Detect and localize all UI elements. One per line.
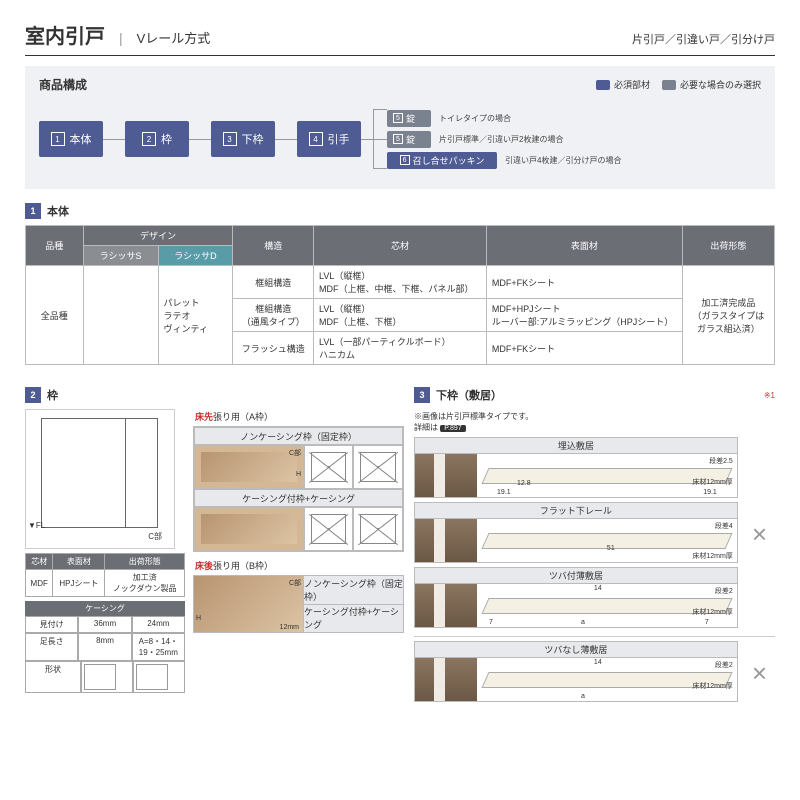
branch-note-1: トイレタイプの場合 bbox=[439, 113, 511, 124]
section-3-note: ※画像は片引戸標準タイプです。 詳細は P.897 bbox=[414, 411, 775, 433]
section-1-header: 1 本体 bbox=[25, 203, 775, 219]
composition-title: 商品構成 bbox=[39, 76, 87, 93]
cross-icon: × bbox=[744, 519, 775, 550]
rail-photo bbox=[415, 519, 477, 562]
page-ref-badge: P.897 bbox=[440, 425, 465, 432]
section-2: 2 枠 ▼FL C部 芯材 表面材 出荷形態 bbox=[25, 377, 404, 706]
rail-photo bbox=[415, 658, 477, 701]
rail-photo bbox=[415, 454, 477, 497]
rail-photo bbox=[415, 584, 477, 627]
variant-photo: C部 H bbox=[194, 445, 304, 489]
variant-diagram bbox=[353, 507, 403, 551]
flow-node-4: 4 引手 bbox=[297, 121, 361, 157]
flow-node-1: 1 本体 bbox=[39, 121, 103, 157]
flow-node-2: 2 枠 bbox=[125, 121, 189, 157]
variant-photo bbox=[194, 507, 304, 551]
composition-flow: 1 本体 2 枠 3 下枠 4 引手 bbox=[39, 103, 761, 175]
flow-connector bbox=[275, 139, 297, 140]
legend-required-label: 必須部材 bbox=[614, 78, 650, 91]
section-3-header: 3 下枠（敷居） bbox=[414, 387, 502, 403]
variant-diagram bbox=[353, 445, 403, 489]
rail-item-1: 埋込敷居 段差2.5 19.1 19.1 12.8 床材12mm厚 bbox=[414, 437, 738, 498]
page-header: 室内引戸 | Vレール方式 片引戸／引違い戸／引分け戸 bbox=[25, 20, 775, 56]
rail-item-2: フラット下レール 段差4 51 床材12mm厚 bbox=[414, 502, 738, 563]
composition-panel: 商品構成 必須部材 必要な場合のみ選択 1 本体 2 枠 bbox=[25, 66, 775, 189]
rail-diagram: 段差2.5 19.1 19.1 12.8 床材12mm厚 bbox=[477, 454, 737, 497]
cross-icon: × bbox=[744, 658, 775, 689]
flow-connector bbox=[103, 139, 125, 140]
rail-item-3: ツバ付薄敷居 14 段差2 7 a 7 床材12mm厚 bbox=[414, 567, 738, 628]
branch-note-2: 片引戸標準／引違い戸2枚建の場合 bbox=[439, 134, 563, 145]
section-1-title: 本体 bbox=[47, 203, 69, 219]
variant-diagram bbox=[304, 507, 353, 551]
branch-note-3: 引違い戸4枚建／引分け戸の場合 bbox=[505, 155, 621, 166]
rail-diagram: 14 段差2 a 床材12mm厚 bbox=[477, 658, 737, 701]
title-sub: Vレール方式 bbox=[137, 28, 211, 47]
variant-b: 床後張り用（B枠） C部 H 12mm ノンケーシング枠（固定枠） ケーシング付… bbox=[193, 558, 404, 633]
spec-table-body: 品種 デザイン 構造 芯材 表面材 出荷形態 ラシッサS ラシッサD 全品種 パ… bbox=[25, 225, 775, 365]
flow-connector bbox=[189, 139, 211, 140]
flow-node-3: 3 下枠 bbox=[211, 121, 275, 157]
title-separator: | bbox=[119, 30, 123, 46]
section-3: 3 下枠（敷居） ※1 ※画像は片引戸標準タイプです。 詳細は P.897 埋込… bbox=[414, 377, 775, 706]
branch-node-lock-2: 5 錠 bbox=[387, 131, 431, 148]
legend-optional-label: 必要な場合のみ選択 bbox=[680, 78, 761, 91]
variant-diagram bbox=[304, 445, 353, 489]
branch-node-lock-1: 5 錠 bbox=[387, 110, 431, 127]
branch-node-packing: 6 召し合せパッキン bbox=[387, 152, 497, 169]
variant-b-photo: C部 H 12mm bbox=[194, 576, 304, 632]
rail-item-4: ツバなし薄敷居 14 段差2 a 床材12mm厚 bbox=[414, 641, 738, 702]
title-main: 室内引戸 bbox=[25, 20, 105, 49]
section-1-badge: 1 bbox=[25, 203, 41, 219]
casing-shape-icon bbox=[136, 664, 168, 690]
casing-header: ケーシング bbox=[25, 601, 185, 616]
rail-diagram: 14 段差2 7 a 7 床材12mm厚 bbox=[477, 584, 737, 627]
variant-a: 床先張り用（A枠） ノンケーシング枠（固定枠） C部 H ケーシング付枠+ケーシ… bbox=[193, 409, 404, 552]
frame-material-table: 芯材 表面材 出荷形態 MDF HPJシート 加工済 ノックダウン製品 bbox=[25, 553, 185, 597]
casing-shape-icon bbox=[84, 664, 116, 690]
header-right: 片引戸／引違い戸／引分け戸 bbox=[632, 31, 775, 47]
rail-diagram: 段差4 51 床材12mm厚 bbox=[477, 519, 737, 562]
legend: 必須部材 必要な場合のみ選択 bbox=[596, 78, 761, 91]
flow-branch: 5 錠 トイレタイプの場合 5 錠 片引戸標準／引違い戸2枚建の場合 bbox=[361, 103, 621, 175]
legend-optional-swatch bbox=[662, 80, 676, 90]
section-3-star: ※1 bbox=[764, 391, 775, 400]
section-2-header: 2 枠 bbox=[25, 387, 404, 403]
frame-figure: ▼FL C部 bbox=[25, 409, 175, 549]
legend-required-swatch bbox=[596, 80, 610, 90]
